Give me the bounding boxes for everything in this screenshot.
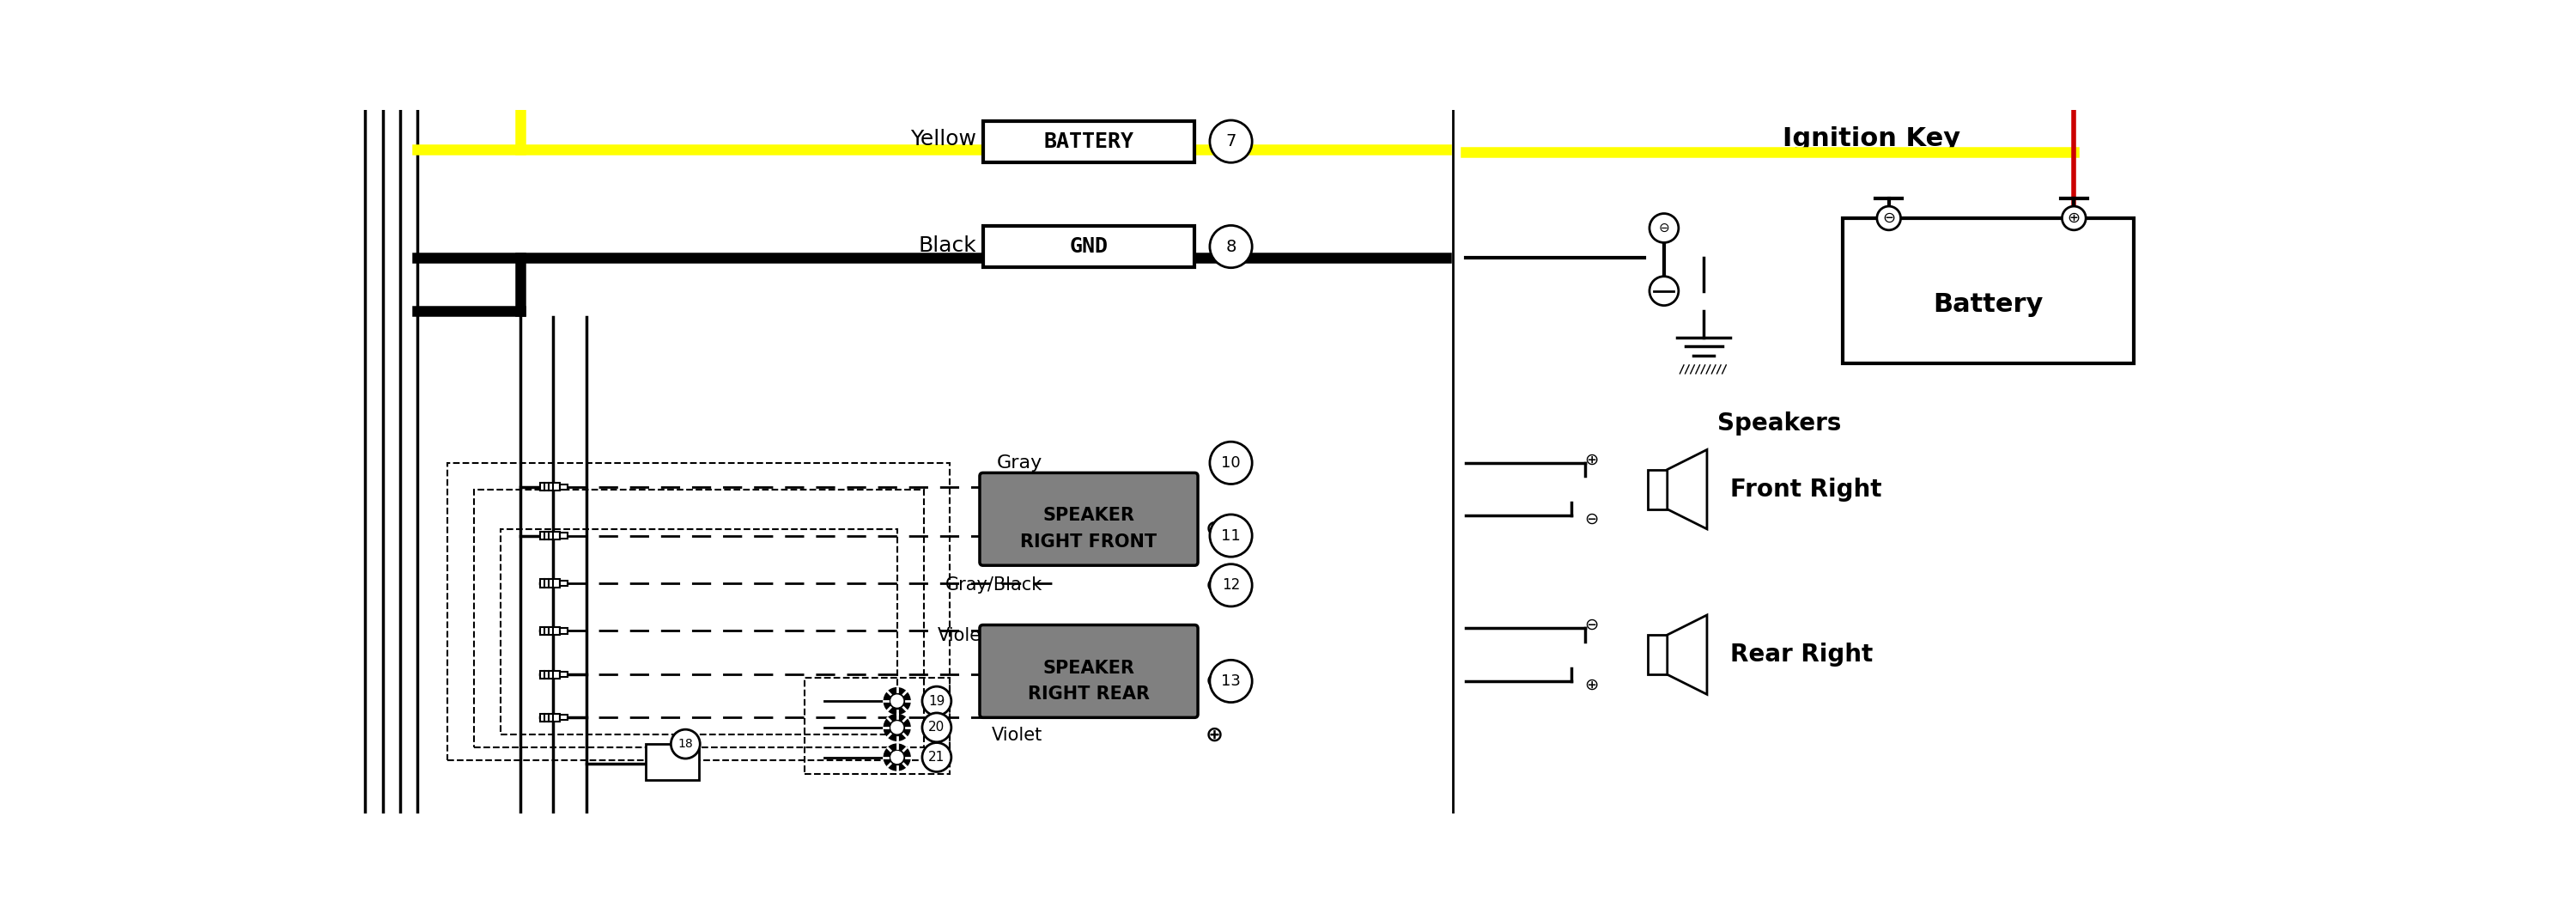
Text: 10: 10 <box>1221 455 1242 471</box>
Bar <box>541 714 559 721</box>
Text: ⊖: ⊖ <box>1584 511 1597 527</box>
Circle shape <box>1649 214 1680 242</box>
Text: RIGHT REAR: RIGHT REAR <box>1028 686 1149 703</box>
Text: SPEAKER: SPEAKER <box>1043 507 1133 525</box>
Text: 21: 21 <box>927 750 945 764</box>
Circle shape <box>884 688 909 714</box>
Circle shape <box>884 744 909 771</box>
Text: 8: 8 <box>1226 239 1236 255</box>
Circle shape <box>1211 515 1252 557</box>
Text: 11: 11 <box>1221 528 1242 544</box>
Circle shape <box>891 751 904 763</box>
Text: 13: 13 <box>1221 674 1242 689</box>
Text: Violet: Violet <box>992 727 1043 744</box>
Bar <box>500 529 896 734</box>
Bar <box>1842 218 2133 364</box>
Circle shape <box>1211 441 1252 484</box>
Bar <box>559 672 567 677</box>
Circle shape <box>922 713 951 742</box>
Bar <box>448 462 951 760</box>
Text: BATTERY: BATTERY <box>1043 131 1133 152</box>
Text: ⊕: ⊕ <box>1584 452 1597 468</box>
Bar <box>1649 470 1667 509</box>
Text: Black: Black <box>917 236 976 256</box>
Polygon shape <box>1667 450 1708 529</box>
Circle shape <box>922 686 951 716</box>
Bar <box>559 533 567 538</box>
Circle shape <box>891 721 904 733</box>
FancyBboxPatch shape <box>979 625 1198 717</box>
Bar <box>984 226 1195 267</box>
Bar <box>541 671 559 678</box>
Bar <box>647 744 698 781</box>
Text: ⊖: ⊖ <box>1206 671 1224 692</box>
Text: 19: 19 <box>927 695 945 707</box>
Bar <box>541 579 559 588</box>
Text: Violet/Black: Violet/Black <box>938 626 1043 643</box>
Circle shape <box>884 714 909 740</box>
Circle shape <box>1211 660 1252 702</box>
Circle shape <box>1211 226 1252 268</box>
Bar <box>474 489 922 748</box>
Text: Rear Right: Rear Right <box>1731 643 1873 666</box>
Text: 20: 20 <box>927 721 945 734</box>
Text: ⊖: ⊖ <box>1206 575 1224 596</box>
Text: RIGHT FRONT: RIGHT FRONT <box>1020 534 1157 551</box>
FancyBboxPatch shape <box>979 473 1198 566</box>
Bar <box>541 627 559 635</box>
Text: GND: GND <box>1069 237 1108 257</box>
Text: Front Right: Front Right <box>1731 477 1880 502</box>
Bar <box>804 678 951 774</box>
Bar <box>1649 635 1667 675</box>
Text: ⊖: ⊖ <box>1883 210 1896 226</box>
Text: ⊕: ⊕ <box>2069 210 2081 226</box>
Text: ⊕: ⊕ <box>1584 676 1597 693</box>
Text: Gray: Gray <box>997 454 1043 472</box>
Bar <box>559 484 567 489</box>
Text: Speakers: Speakers <box>1716 411 1842 435</box>
Circle shape <box>1211 564 1252 606</box>
Circle shape <box>670 729 701 759</box>
Text: Gray/Black: Gray/Black <box>945 577 1043 594</box>
Bar <box>559 715 567 720</box>
Circle shape <box>2061 207 2087 230</box>
Bar <box>541 532 559 539</box>
Text: 7: 7 <box>1226 133 1236 150</box>
Circle shape <box>922 743 951 771</box>
Text: ⊕: ⊕ <box>1206 519 1224 539</box>
Bar <box>559 580 567 586</box>
Circle shape <box>1878 207 1901 230</box>
Circle shape <box>1211 121 1252 163</box>
Circle shape <box>891 695 904 707</box>
Text: ⊖: ⊖ <box>1659 221 1669 235</box>
Text: 12: 12 <box>1221 578 1239 593</box>
Text: ⊖: ⊖ <box>1584 617 1597 633</box>
Polygon shape <box>1667 615 1708 695</box>
Bar <box>559 628 567 633</box>
Text: Battery: Battery <box>1932 292 2043 316</box>
Bar <box>541 483 559 491</box>
Text: SPEAKER: SPEAKER <box>1043 659 1133 676</box>
Text: ⊕: ⊕ <box>1206 725 1224 746</box>
Circle shape <box>1649 276 1680 305</box>
Text: 18: 18 <box>677 738 693 750</box>
Text: Yellow: Yellow <box>909 129 976 149</box>
Text: Ignition Key: Ignition Key <box>1783 126 1960 151</box>
Bar <box>984 121 1195 162</box>
